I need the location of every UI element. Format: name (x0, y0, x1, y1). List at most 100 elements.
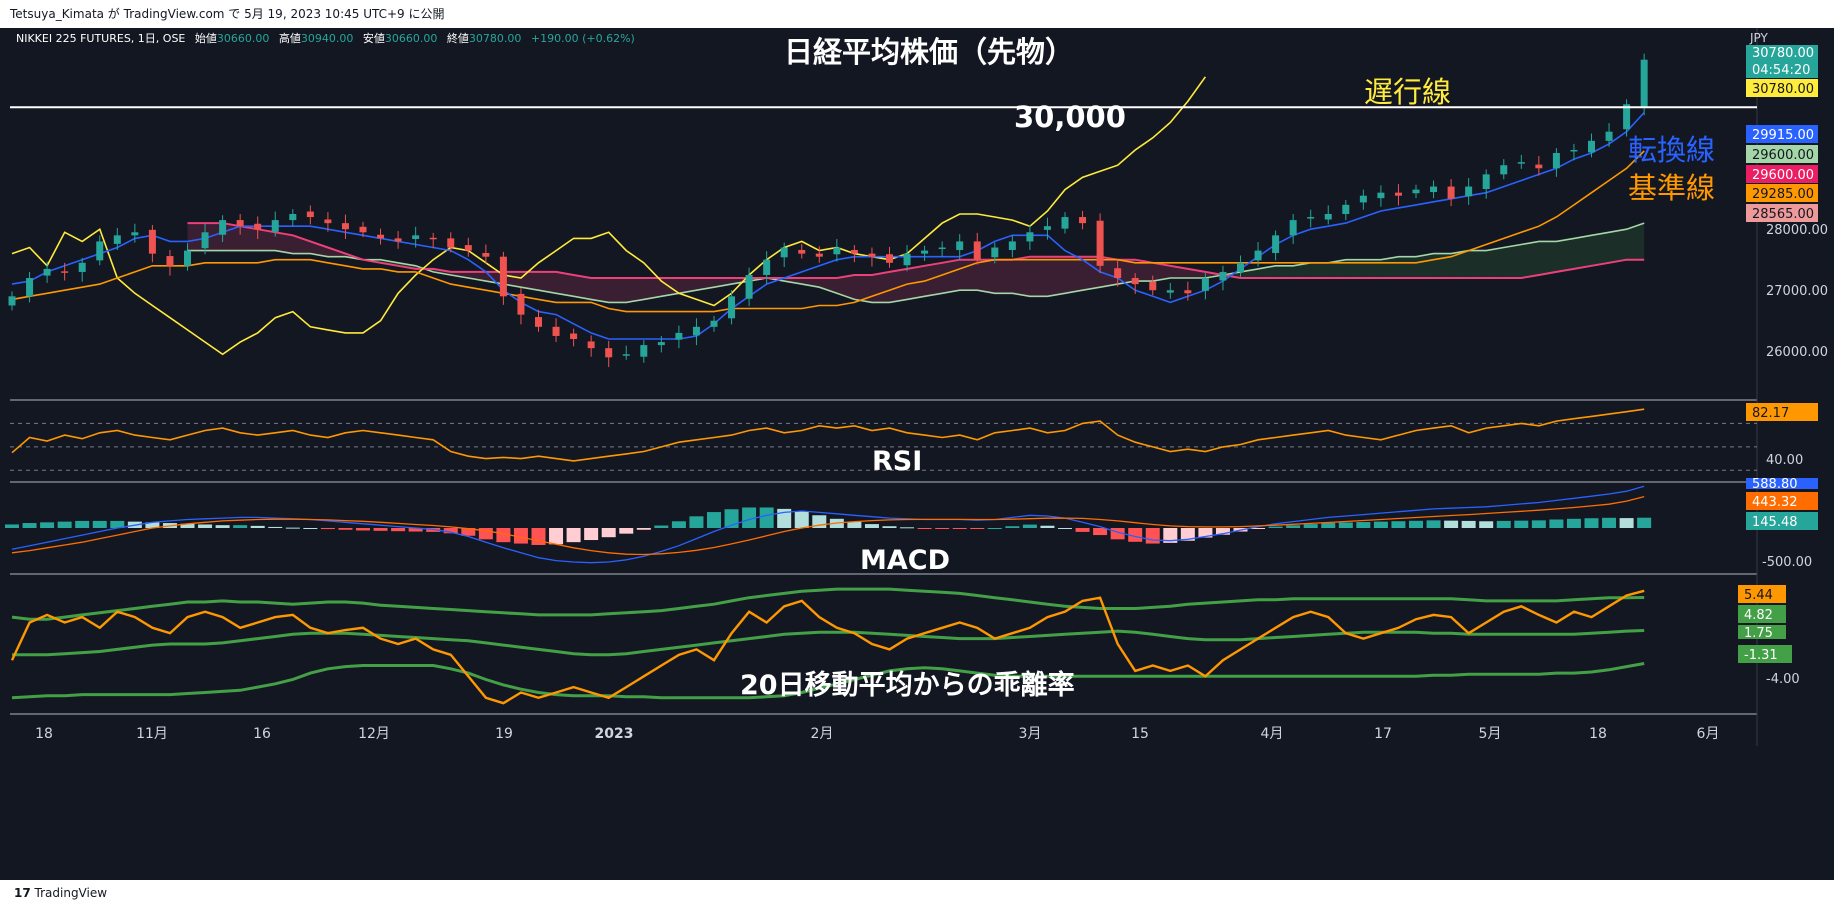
chikou-label: 遅行線 (1364, 75, 1451, 109)
kumo-segment (556, 271, 574, 297)
macd-signal-line (11, 495, 1645, 556)
kumo-segment (292, 235, 311, 254)
candle-body (271, 220, 279, 232)
candle-body (1131, 278, 1139, 285)
price-tick-label: 27000.00 (1766, 284, 1828, 299)
kumo-segment (1398, 256, 1416, 279)
publish-bar: Tetsuya_Kimata が TradingView.com で 5月 19… (0, 0, 1834, 28)
time-tick-label: 12月 (358, 726, 390, 742)
macd-hist-bar (391, 528, 406, 532)
macd-hist-bar (1409, 520, 1423, 528)
candle-body (517, 293, 525, 315)
macd-hist-bar (1426, 520, 1441, 528)
close-label: 終値 (447, 31, 469, 45)
price-tick-26000: 26000.00 (1766, 345, 1828, 360)
candle-body (763, 259, 771, 275)
candle-body (1079, 217, 1087, 224)
kumo-segment (678, 278, 697, 294)
price-tick-label: 26000.00 (1766, 345, 1828, 360)
candle-body (1219, 271, 1227, 281)
candle-body (1465, 186, 1473, 197)
candle-body (710, 320, 718, 327)
candle-body (1149, 281, 1157, 291)
candle-body (745, 274, 753, 299)
macd-hist-bar (1619, 518, 1634, 528)
kumo-segment (994, 259, 1013, 294)
macd-hist-bar (952, 528, 967, 529)
candle-body (219, 220, 227, 235)
kumo-segment (1591, 232, 1610, 266)
candle-body (1588, 140, 1595, 153)
candle-body (535, 317, 542, 327)
candle-body (850, 249, 858, 254)
tradingview-logo-icon: 𝟭𝟳 (14, 886, 31, 900)
macd-hist-bar (742, 507, 757, 528)
candle-body (1114, 268, 1122, 279)
macd-hist-bar (917, 528, 932, 529)
kumo-segment (1328, 259, 1346, 279)
candle-body (991, 247, 999, 258)
candle-body (1254, 250, 1262, 261)
kumo-segment (1416, 253, 1434, 279)
candle-body (868, 253, 876, 257)
macd-hist-bar (566, 528, 581, 543)
macd-hist-bar (268, 526, 283, 528)
macd-hist-bar (303, 528, 318, 529)
kumo-segment (1609, 229, 1627, 263)
tag-tenkan-text: 29915.00 (1752, 128, 1814, 143)
macd-hist-bar (636, 528, 651, 530)
tag-tenkan: 29915.00 (1746, 125, 1818, 143)
macd-hist-bar (285, 527, 300, 529)
candle-body (1237, 262, 1244, 272)
macd-hist-bar (794, 511, 809, 528)
macd-hist-bar (847, 521, 862, 528)
kumo-segment (1293, 262, 1311, 279)
kumo-segment (1029, 256, 1048, 297)
kumo-segment (1047, 256, 1065, 297)
chart-svg[interactable]: NIKKEI 225 FUTURES, 1日, OSE 始値30660.00 高… (0, 28, 1834, 880)
signal-tag-text: 443.32 (1752, 495, 1798, 510)
macd-hist-bar (180, 523, 195, 528)
kumo-segment (942, 259, 960, 294)
macd-hist-bar (1637, 517, 1652, 528)
candle-body (1430, 186, 1438, 193)
kumo-segment (1135, 259, 1153, 282)
candle-body (96, 241, 104, 261)
time-tick-label: 2月 (811, 726, 834, 742)
candle-body (412, 235, 420, 240)
chart-area[interactable]: NIKKEI 225 FUTURES, 1日, OSE 始値30660.00 高… (0, 28, 1834, 880)
macd-hist-bar (92, 520, 107, 528)
macd-label: MACD (860, 545, 950, 576)
macd-tag-text: 588.80 (1752, 477, 1798, 492)
candle-body (359, 226, 367, 233)
kumo-segment (608, 278, 627, 303)
macd-hist-bar (57, 521, 72, 528)
candle-body (341, 223, 349, 230)
candle-body (570, 333, 578, 340)
macd-hist-bar (1022, 524, 1037, 528)
dev-tag-line: 5.44 (1738, 585, 1786, 603)
indicator-lines-layer (11, 76, 1645, 356)
macd-hist-bar (1549, 519, 1564, 528)
dev-band-upper (11, 587, 1645, 621)
candle-body (1447, 186, 1455, 199)
candle-body (1342, 204, 1350, 214)
candle-body (728, 296, 736, 319)
kumo-segment (1363, 259, 1381, 279)
open-label: 始値 (195, 31, 217, 45)
kumo-segment (1468, 250, 1487, 279)
symbol-name: NIKKEI 225 FUTURES, 1日, OSE (16, 32, 185, 45)
macd-hist-bar (601, 528, 616, 538)
candle-body (798, 249, 806, 254)
macd-hist-bar (1251, 528, 1266, 529)
kumo-segment (924, 262, 943, 297)
hist-tag: 145.48 (1746, 512, 1818, 530)
candle-body (587, 341, 595, 349)
macd-hist-bar (1198, 528, 1213, 538)
candle-body (254, 223, 262, 230)
kumo-segment (1152, 262, 1171, 282)
candle-body (1096, 220, 1104, 266)
macd-hist-bar (900, 527, 915, 529)
candle-body (1026, 232, 1034, 242)
candle-body (1535, 164, 1543, 169)
